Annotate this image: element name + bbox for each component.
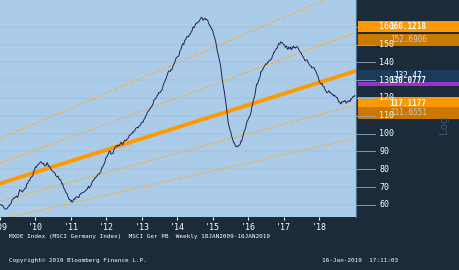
Text: 130: 130	[378, 76, 393, 85]
Text: 90: 90	[378, 147, 388, 156]
Text: 160: 160	[378, 22, 393, 31]
Text: 150: 150	[378, 40, 393, 49]
Text: 152.6906: 152.6906	[389, 35, 426, 44]
Bar	[357, 70, 458, 82]
Text: 140: 140	[378, 58, 393, 67]
Bar	[357, 74, 458, 86]
Text: 70: 70	[378, 183, 388, 191]
Bar	[357, 21, 458, 32]
Text: 16-Jan-2019  17:11:03: 16-Jan-2019 17:11:03	[321, 258, 397, 264]
Text: 80: 80	[378, 165, 388, 174]
Text: 110: 110	[378, 111, 393, 120]
Text: 130.0777: 130.0777	[389, 76, 426, 85]
Bar	[357, 107, 458, 119]
Text: 160.1218: 160.1218	[389, 22, 426, 31]
Text: 111.6551: 111.6551	[389, 108, 426, 117]
Text: 117.1177: 117.1177	[389, 99, 426, 108]
Bar	[357, 97, 458, 109]
Text: Log: Log	[438, 115, 448, 134]
Text: MXDE Index (MSCI Germany Index)  MSCI Ger PB  Weekly 18JAN2009-16JAN2019: MXDE Index (MSCI Germany Index) MSCI Ger…	[9, 234, 269, 239]
Text: 60: 60	[378, 200, 388, 209]
Bar	[357, 34, 458, 46]
Text: Copyright© 2019 Bloomberg Finance L.P.: Copyright© 2019 Bloomberg Finance L.P.	[9, 258, 146, 264]
Text: 100: 100	[378, 129, 393, 138]
Text: 132.47: 132.47	[393, 71, 421, 80]
Text: 120: 120	[378, 93, 393, 103]
